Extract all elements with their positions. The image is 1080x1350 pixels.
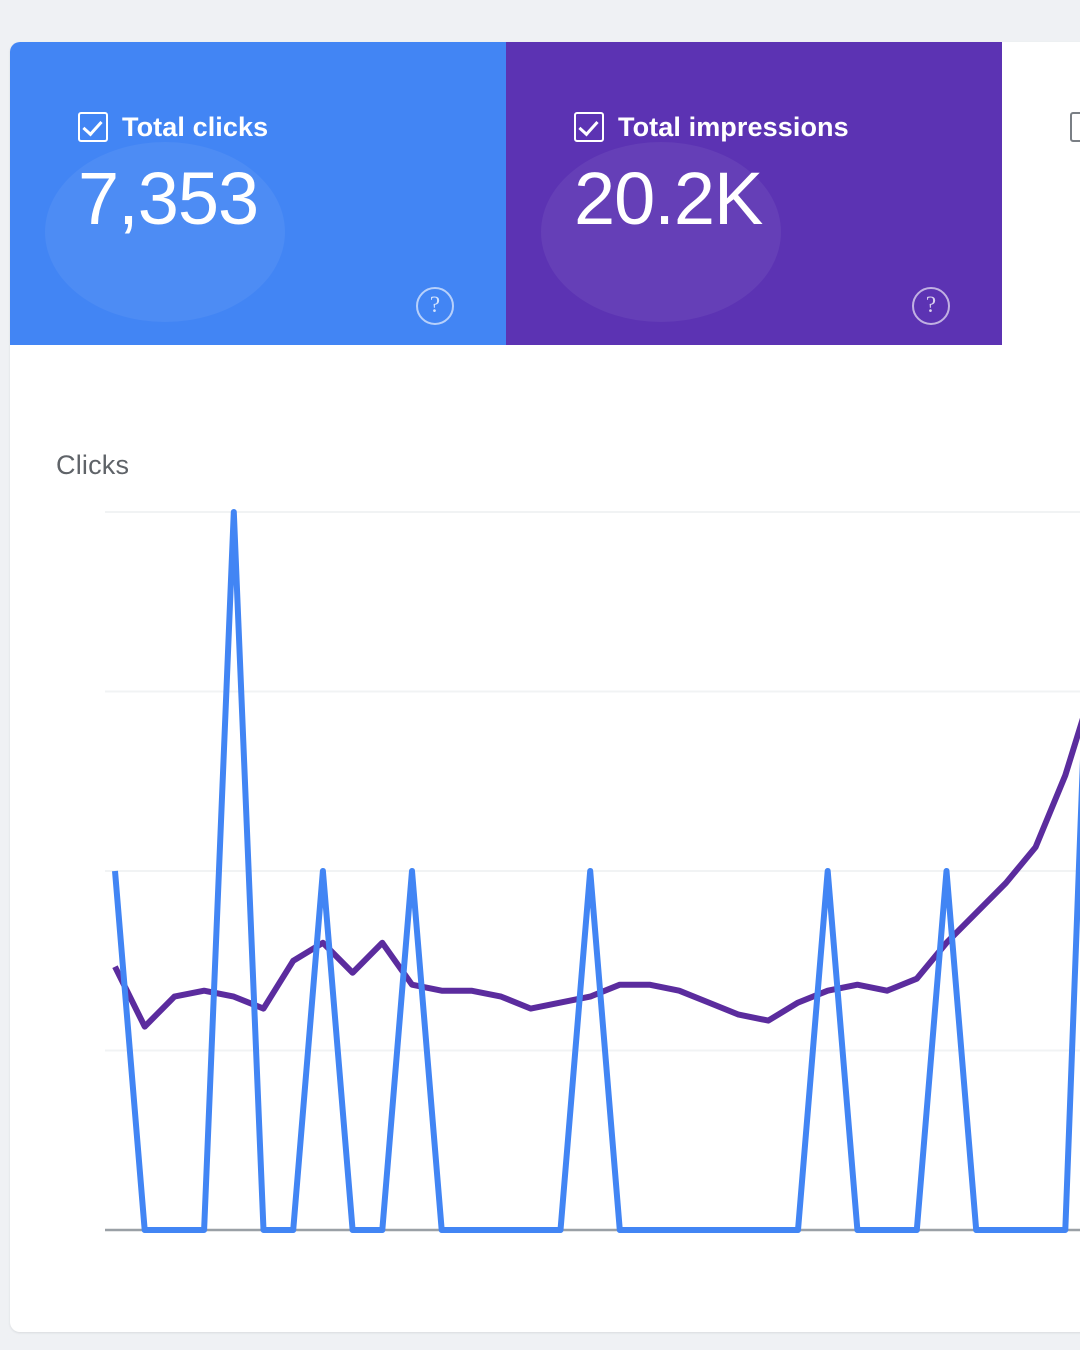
- chart-gridlines: [105, 511, 1080, 1232]
- metric-tab-value: 20.2K: [574, 157, 763, 240]
- chart-axis-title: Clicks: [56, 450, 130, 480]
- metric-tab-strip: Total clicks 7,353 ? Total impressions 2…: [10, 42, 1080, 345]
- metric-tab-total-impressions[interactable]: Total impressions 20.2K ?: [506, 42, 1002, 345]
- chart-line-impressions: [112, 717, 1080, 1030]
- metric-tab-average-ctr[interactable]: ?: [1002, 42, 1080, 345]
- checkbox-checked-icon[interactable]: [78, 112, 108, 142]
- metric-tab-value: 7,353: [78, 157, 259, 240]
- metric-tab-total-clicks[interactable]: Total clicks 7,353 ?: [10, 42, 506, 345]
- chart-line-clicks: [112, 509, 1080, 1233]
- performance-card: Total clicks 7,353 ? Total impressions 2…: [10, 42, 1080, 1332]
- metric-tab-header: Total clicks: [78, 110, 506, 144]
- metric-tab-label: Total impressions: [618, 111, 849, 142]
- help-circle-icon[interactable]: ?: [416, 287, 454, 325]
- chart-series-lines: [112, 509, 1080, 1233]
- metric-tab-label: Total clicks: [122, 111, 269, 142]
- help-circle-icon[interactable]: ?: [912, 287, 950, 325]
- metric-tab-header: [1070, 110, 1080, 144]
- performance-chart: Clicks: [10, 345, 1080, 1332]
- checkbox-unchecked-icon[interactable]: [1070, 112, 1080, 142]
- metric-tab-header: Total impressions: [574, 110, 1002, 144]
- checkbox-checked-icon[interactable]: [574, 112, 604, 142]
- chart-canvas: [105, 509, 1080, 1233]
